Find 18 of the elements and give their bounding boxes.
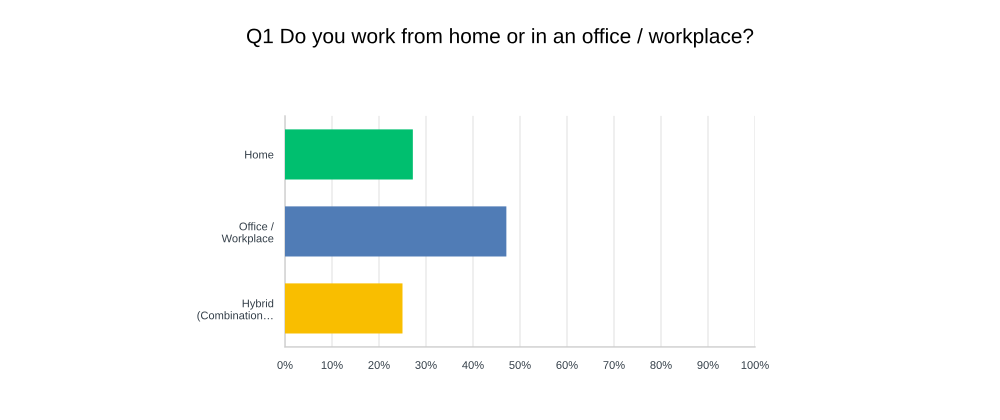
x-tick-label: 10% (322, 361, 343, 369)
x-tick-label: 80% (650, 361, 672, 369)
bar (285, 283, 402, 334)
x-tick-label: 50% (509, 361, 531, 369)
x-tick-label: 30% (415, 361, 437, 369)
bar (285, 206, 506, 256)
x-tick-label: 90% (697, 361, 719, 369)
y-tick-label: Hybrid (Combination… (197, 299, 274, 322)
x-tick-label: 40% (462, 361, 484, 369)
y-tick-label: Office / Workplace (222, 222, 274, 245)
x-tick-label: 70% (603, 361, 625, 369)
bar (285, 129, 413, 180)
chart-title: Q1 Do you work from home or in an office / workplace? (247, 28, 754, 48)
x-tick-label: 20% (368, 361, 390, 369)
x-tick-label: 0% (277, 361, 293, 369)
x-tick-label: 100% (742, 361, 769, 369)
y-tick-label: Home (245, 150, 274, 159)
x-tick-label: 60% (556, 361, 578, 369)
